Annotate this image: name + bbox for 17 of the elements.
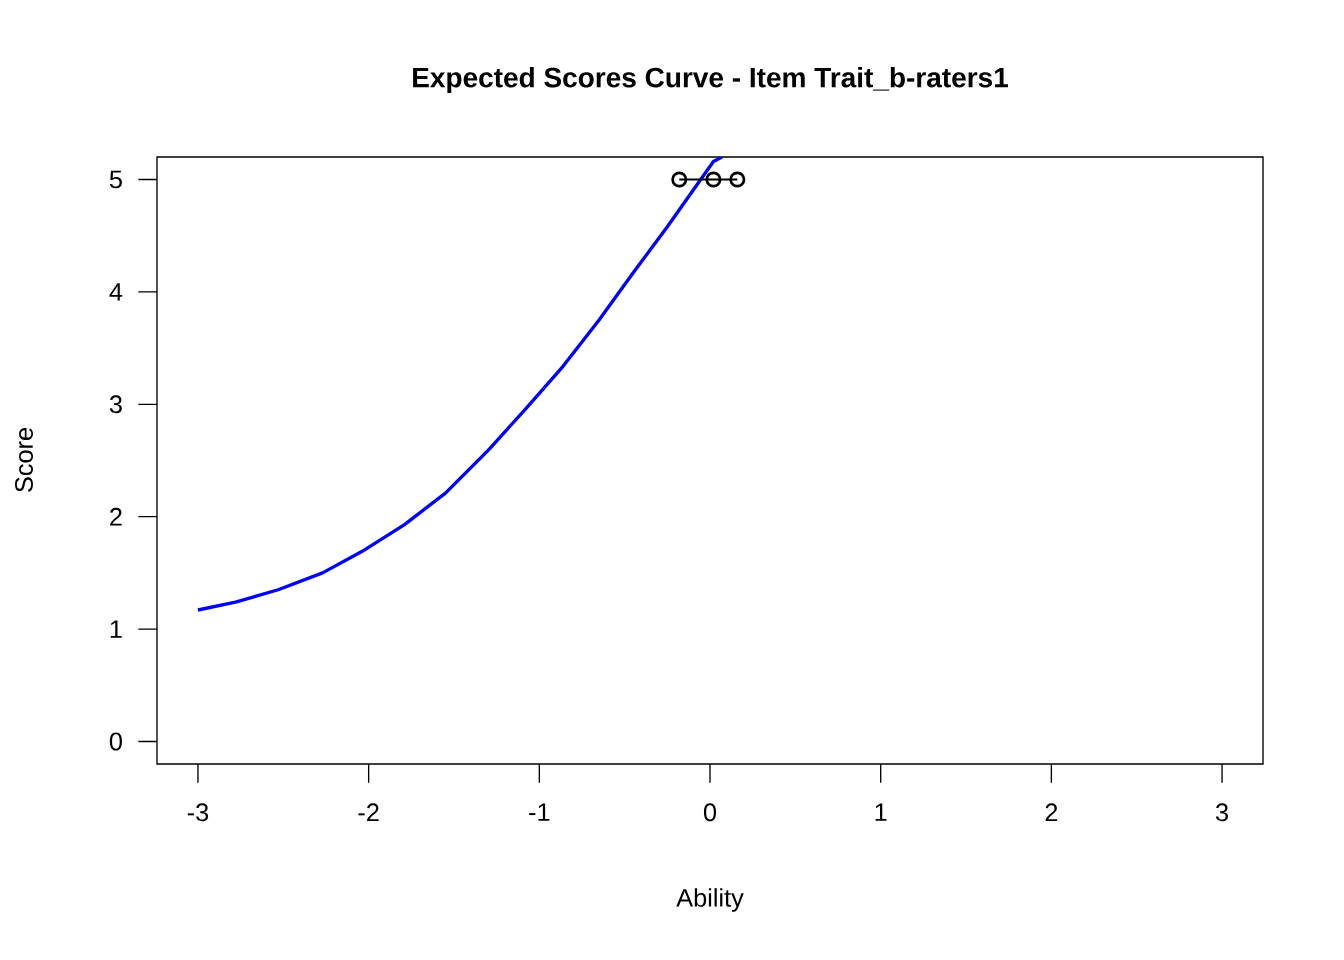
x-tick-label: -3 — [187, 803, 209, 822]
x-tick-label: 1 — [875, 803, 887, 821]
x-tick-label: 3 — [1215, 803, 1228, 822]
x-tick-label: -2 — [358, 803, 379, 822]
line-series — [196, 157, 724, 612]
x-axis-title: Ability — [676, 888, 744, 912]
x-tick-label: 0 — [703, 803, 717, 822]
chart-title: Expected Scores Curve - Item Trait_b-raters1 — [413, 66, 1008, 94]
y-axis-title: Score — [15, 428, 33, 492]
x-tick-label: 2 — [1045, 803, 1058, 822]
x-tick-label: -1 — [529, 803, 550, 821]
y-tick-label: 3 — [109, 395, 122, 414]
y-tick-label: 1 — [110, 620, 122, 638]
y-tick-label: 0 — [109, 732, 122, 751]
y-tick-label: 5 — [109, 170, 122, 189]
y-tick-label: 4 — [109, 283, 123, 301]
y-tick-label: 2 — [110, 507, 122, 526]
